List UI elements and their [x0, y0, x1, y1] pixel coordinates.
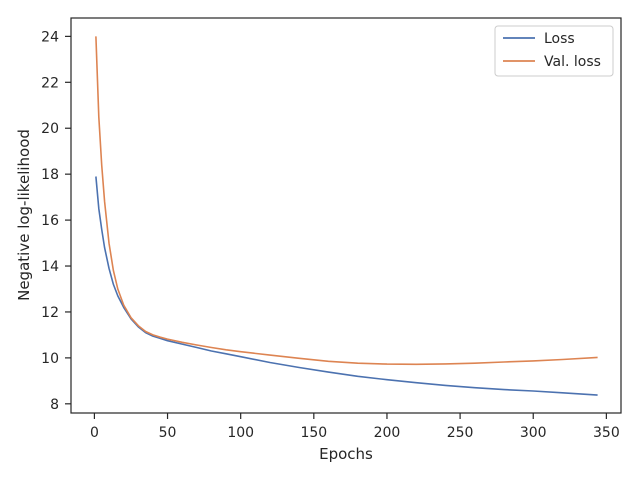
x-tick-label: 150 — [300, 425, 327, 441]
plot-lines — [95, 36, 598, 396]
y-tick-label: 22 — [41, 75, 59, 91]
y-axis: 8 10 12 14 16 18 20 22 24 — [41, 29, 71, 413]
x-tick-label: 50 — [159, 425, 177, 441]
x-axis: 0 50 100 150 200 250 300 350 — [90, 413, 620, 441]
x-tick-label: 300 — [520, 425, 547, 441]
y-tick-label: 16 — [41, 213, 59, 229]
plot-frame — [70, 17, 622, 414]
y-axis-title: Negative log-likelihood — [15, 129, 33, 301]
y-tick-label: 10 — [41, 351, 59, 367]
x-tick-label: 100 — [227, 425, 254, 441]
series-line-val-loss — [95, 36, 598, 366]
y-tick-label: 14 — [41, 259, 59, 275]
legend: Loss Val. loss — [494, 25, 614, 77]
series-line-loss — [95, 176, 598, 396]
x-tick-label: 350 — [593, 425, 620, 441]
y-tick-label: 20 — [41, 121, 59, 137]
x-tick-label: 200 — [374, 425, 401, 441]
y-tick-label: 18 — [41, 167, 59, 183]
y-tick-label: 24 — [41, 29, 59, 45]
y-tick-label: 8 — [50, 397, 59, 413]
x-tick-label: 250 — [447, 425, 474, 441]
x-tick-label: 0 — [90, 425, 99, 441]
legend-label-loss: Loss — [544, 31, 575, 47]
y-tick-label: 12 — [41, 305, 59, 321]
legend-label-val-loss: Val. loss — [544, 54, 601, 70]
x-axis-title: Epochs — [319, 445, 373, 463]
